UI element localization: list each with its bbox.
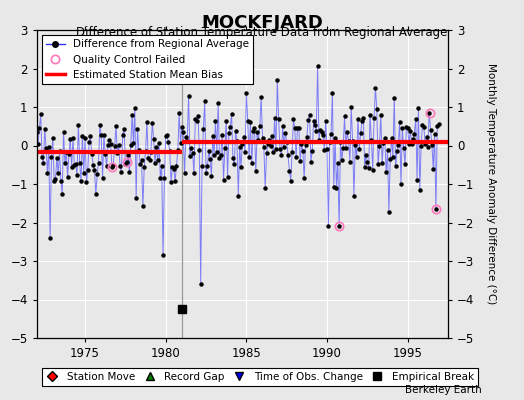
Y-axis label: Monthly Temperature Anomaly Difference (°C): Monthly Temperature Anomaly Difference (… [486,63,496,305]
Text: MOCKFJARD: MOCKFJARD [201,14,323,32]
Legend: Station Move, Record Gap, Time of Obs. Change, Empirical Break: Station Move, Record Gap, Time of Obs. C… [42,368,478,386]
Text: Berkeley Earth: Berkeley Earth [406,385,482,395]
Text: Difference of Station Temperature Data from Regional Average: Difference of Station Temperature Data f… [77,26,447,39]
